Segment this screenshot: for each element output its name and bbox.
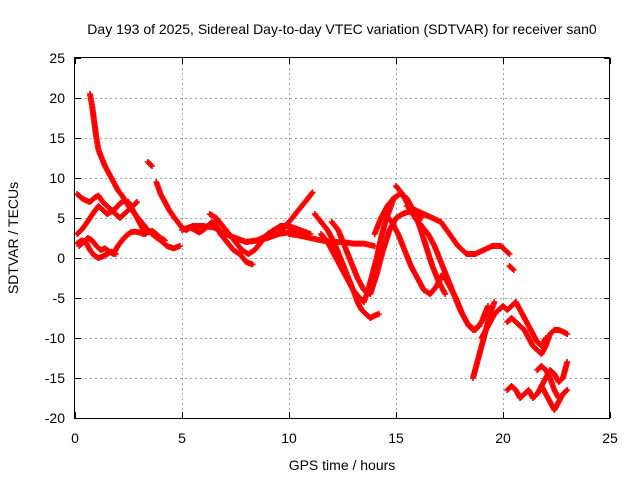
x-tick-label: 10 [281, 430, 297, 446]
series-arc-4 [74, 237, 119, 261]
series-arc-3 [74, 197, 149, 237]
y-tick-label: 20 [49, 90, 65, 106]
data-point [563, 388, 570, 394]
data-point [476, 323, 483, 329]
data-point [161, 237, 168, 244]
data-point [555, 395, 562, 401]
data-point [176, 243, 183, 249]
axis-ticks [75, 58, 611, 419]
x-tick-label: 25 [602, 430, 618, 446]
data-point [506, 251, 513, 257]
data-point [249, 261, 256, 268]
series-arc-23 [504, 315, 571, 357]
grid-lines [75, 58, 610, 418]
y-tick-label: 15 [49, 130, 65, 146]
data-point [147, 162, 154, 168]
data-point [564, 387, 571, 393]
series-arc-26 [534, 363, 562, 401]
y-tick-label: 25 [49, 50, 65, 66]
data-points [74, 91, 571, 413]
data-point [308, 190, 315, 197]
data-point [509, 266, 516, 272]
y-axis-label: SDTVAR / TECUs [5, 182, 21, 294]
chart-title: Day 193 of 2025, Sidereal Day-to-day VTE… [87, 21, 597, 37]
y-tick-label: 5 [57, 210, 65, 226]
data-point [134, 199, 141, 205]
x-tick-label: 20 [495, 430, 511, 446]
y-tick-label: -15 [45, 370, 65, 386]
data-point [491, 299, 498, 305]
data-point [442, 291, 449, 297]
x-tick-label: 5 [178, 430, 186, 446]
plot-frame [74, 57, 610, 419]
y-tick-label: 0 [57, 250, 65, 266]
y-tick-label: -5 [53, 290, 66, 306]
series-arc-20 [506, 263, 517, 273]
series-arc-11 [232, 189, 316, 245]
y-tick-label: 10 [49, 170, 65, 186]
series-arc-13 [311, 211, 382, 321]
y-tick-label: -10 [45, 330, 65, 346]
data-point [309, 189, 316, 196]
data-point [375, 311, 382, 317]
data-point [132, 200, 139, 206]
tick-labels: 0 5 10 15 20 25 -20 -15 -10 -5 0 5 10 15 20 25 [45, 50, 618, 446]
series-arc-19 [403, 203, 513, 257]
data-point [510, 267, 517, 273]
data-point [564, 331, 571, 337]
x-axis-label: GPS time / hours [289, 457, 396, 473]
series-arc-5 [76, 227, 168, 257]
series-arc-1 [86, 91, 183, 252]
x-tick-label: 0 [71, 430, 79, 446]
series-arc-18 [393, 183, 483, 333]
data-point [564, 359, 571, 365]
y-tick-label: -20 [45, 410, 65, 426]
data-point [149, 163, 156, 169]
series-arc-10 [211, 219, 256, 268]
data-point [505, 250, 512, 256]
x-tick-label: 15 [388, 430, 404, 446]
series-arc-6 [144, 159, 156, 169]
series-arc-22 [478, 299, 549, 349]
